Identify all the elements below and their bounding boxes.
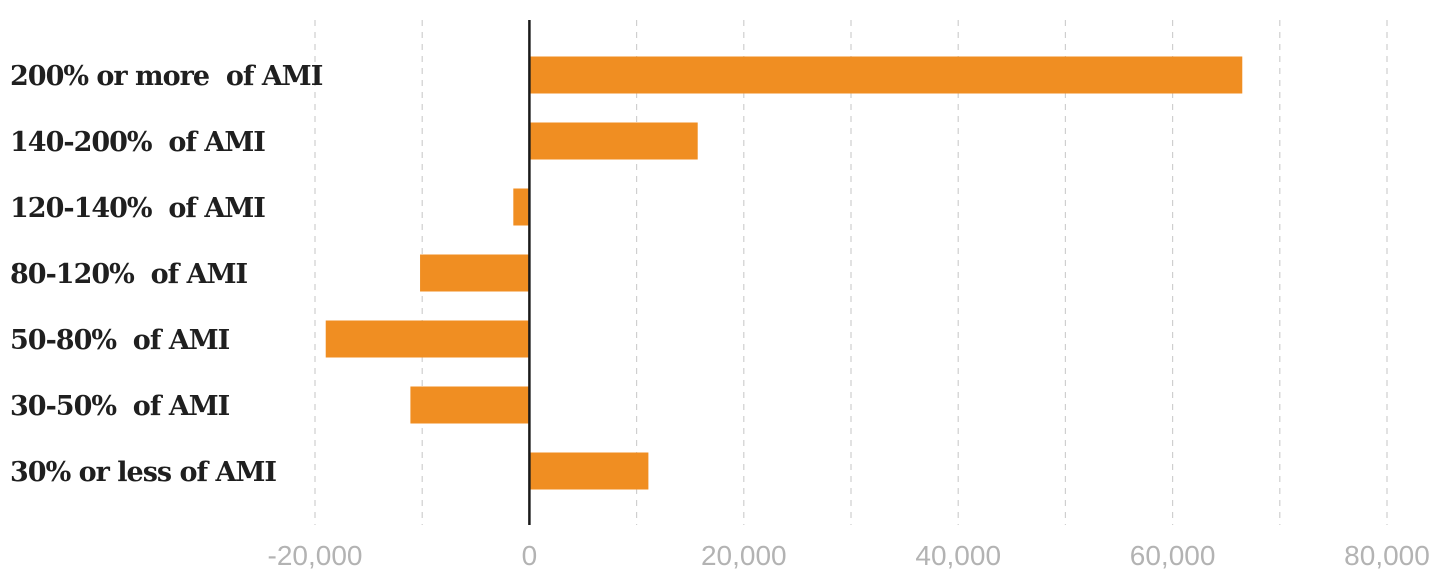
bars [325, 56, 1243, 490]
category-labels: 200% or more of AMI 140-200% of AMI 120-14… [10, 61, 324, 488]
x-tick-label: -20,000 [268, 540, 363, 571]
x-axis-tick-labels: -20,000 0 20,000 40,000 60,000 80,000 [268, 540, 1430, 571]
category-label: 140-200% of AMI [10, 127, 265, 158]
bar [513, 188, 530, 226]
category-label: 30% or less of AMI [10, 457, 276, 488]
bar [529, 122, 698, 160]
x-tick-label: 40,000 [915, 540, 1001, 571]
bar [325, 320, 530, 358]
bar [529, 56, 1243, 94]
x-tick-label: 0 [522, 540, 538, 571]
x-tick-label: 80,000 [1344, 540, 1430, 571]
x-tick-label: 60,000 [1130, 540, 1216, 571]
category-label: 80-120% of AMI [10, 259, 247, 290]
category-label: 30-50% of AMI [10, 391, 230, 422]
bar [410, 386, 530, 424]
bar [529, 452, 649, 490]
x-tick-label: 20,000 [701, 540, 787, 571]
bar [420, 254, 530, 292]
category-label: 50-80% of AMI [10, 325, 230, 356]
category-label: 120-140% of AMI [10, 193, 265, 224]
category-label: 200% or more of AMI [10, 61, 323, 92]
